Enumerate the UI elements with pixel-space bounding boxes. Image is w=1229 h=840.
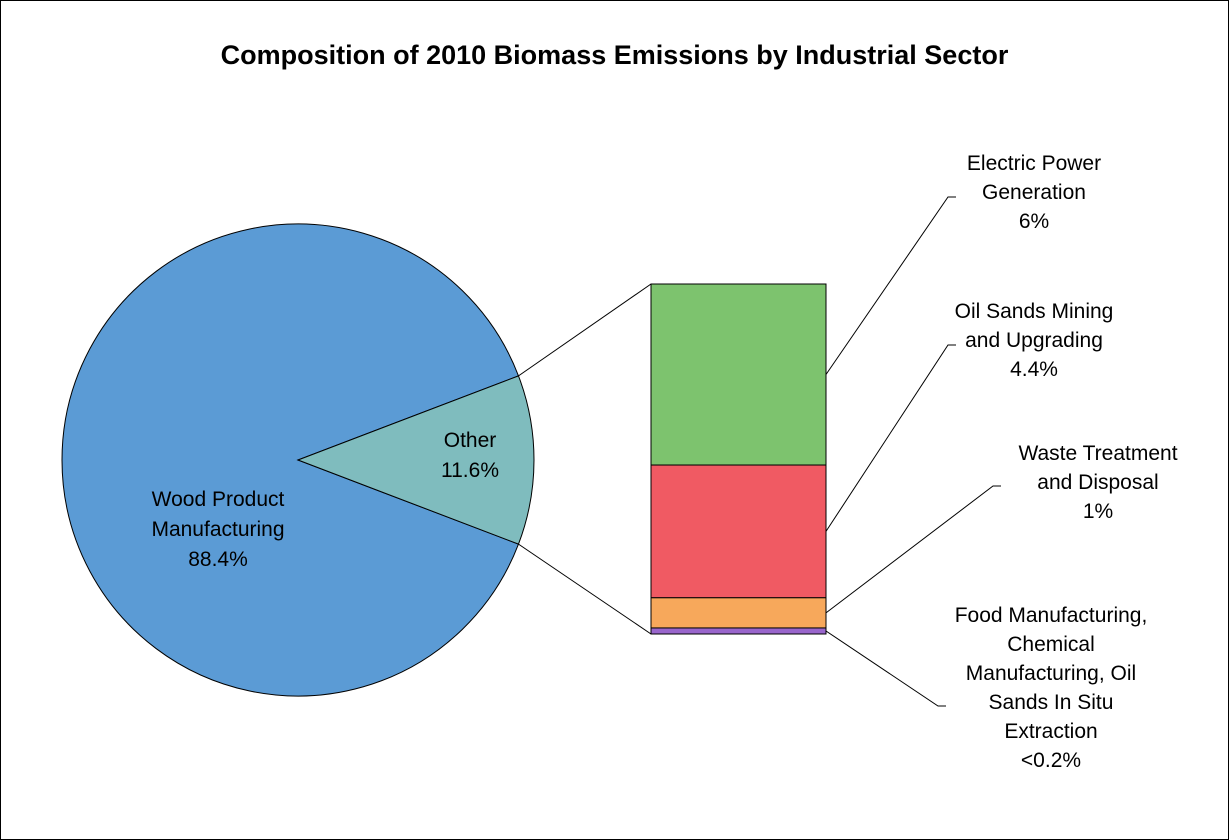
bar-segment-1: [650, 464, 827, 599]
leader-line-3: [825, 630, 946, 707]
bar-segment-0: [650, 283, 827, 466]
connector-top: [518, 283, 652, 377]
leader-line-2: [825, 485, 1001, 614]
bar-segment-2: [650, 597, 827, 629]
leader-line-0: [825, 196, 956, 375]
pie-label-other: Other 11.6%: [441, 429, 499, 482]
connector-bottom: [518, 543, 652, 635]
pie-slice-wood-product-manufacturing: [61, 223, 520, 697]
pie-slice-other: [296, 375, 535, 545]
bar-label-3: Food Manufacturing, Chemical Manufacturing…: [955, 604, 1148, 772]
pie-label-wood: Wood Product Manufacturing 88.4%: [151, 488, 284, 571]
bar-label-0: Electric Power Generation 6%: [967, 152, 1101, 233]
bar-segment-3: [650, 627, 827, 635]
chart-title: Composition of 2010 Biomass Emissions by…: [220, 40, 1009, 70]
bar-label-1: Oil Sands Mining and Upgrading 4.4%: [955, 300, 1114, 381]
leader-line-1: [825, 344, 956, 532]
bar-label-2: Waste Treatment and Disposal 1%: [1018, 442, 1177, 523]
